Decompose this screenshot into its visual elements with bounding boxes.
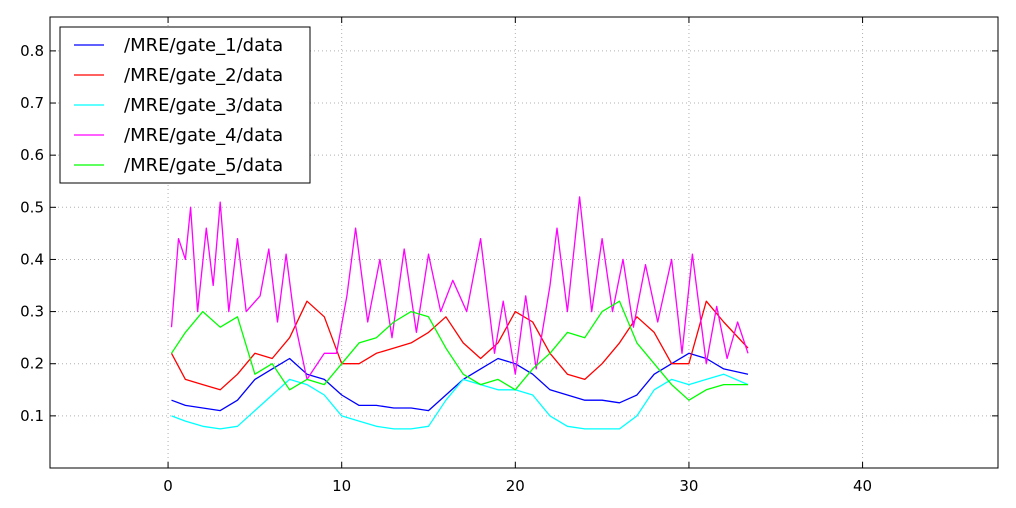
series-line-gate-2 [170, 300, 749, 391]
y-tick-label: 0.2 [20, 355, 44, 373]
series-line-gate-5 [170, 300, 748, 401]
legend-label: /MRE/gate_4/data [124, 125, 283, 146]
series-line-gate-4 [170, 196, 749, 381]
y-tick-label: 0.7 [20, 94, 44, 112]
axis-ticks: 0 10 20 30 40 0.1 0.2 0.3 0.4 0.5 0.6 0.7 0.8 [20, 17, 998, 495]
y-tick-label: 0.5 [20, 198, 44, 216]
x-tick-label: 0 [163, 477, 173, 495]
x-tick-label: 40 [853, 477, 872, 495]
legend: /MRE/gate_1/data/MRE/gate_2/data/MRE/gat… [59, 26, 311, 184]
plot-frame [49, 16, 999, 469]
legend-label: /MRE/gate_5/data [124, 155, 283, 176]
y-tick-label: 0.1 [20, 407, 44, 425]
y-tick-label: 0.8 [20, 42, 44, 60]
x-tick-label: 30 [679, 477, 698, 495]
legend-label: /MRE/gate_2/data [124, 65, 283, 86]
x-tick-label: 10 [332, 477, 351, 495]
series-line-gate-1 [171, 352, 749, 412]
y-tick-label: 0.6 [20, 146, 44, 164]
legend-label: /MRE/gate_3/data [124, 95, 283, 116]
series-lines [170, 196, 749, 430]
series-line-gate-3 [171, 373, 749, 430]
y-tick-label: 0.4 [20, 250, 44, 268]
x-tick-label: 20 [506, 477, 525, 495]
legend-label: /MRE/gate_1/data [124, 35, 283, 56]
y-tick-label: 0.3 [20, 303, 44, 321]
